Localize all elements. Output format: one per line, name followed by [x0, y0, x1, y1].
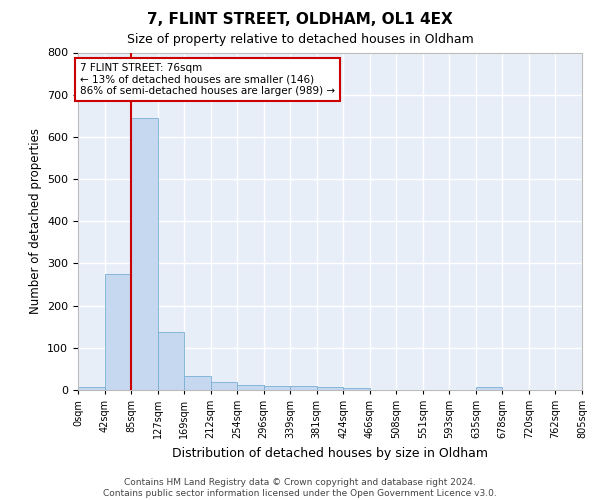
- Bar: [211, 382, 237, 390]
- Text: 7 FLINT STREET: 76sqm
← 13% of detached houses are smaller (146)
86% of semi-det: 7 FLINT STREET: 76sqm ← 13% of detached …: [80, 63, 335, 96]
- Bar: [104, 274, 131, 390]
- Bar: [317, 386, 343, 390]
- Y-axis label: Number of detached properties: Number of detached properties: [29, 128, 41, 314]
- Bar: [263, 386, 290, 390]
- X-axis label: Distribution of detached houses by size in Oldham: Distribution of detached houses by size …: [172, 446, 488, 460]
- Bar: [158, 332, 184, 390]
- Bar: [476, 388, 502, 390]
- Bar: [343, 388, 370, 390]
- Bar: [237, 385, 263, 390]
- Bar: [184, 376, 211, 390]
- Bar: [131, 118, 158, 390]
- Text: Contains HM Land Registry data © Crown copyright and database right 2024.
Contai: Contains HM Land Registry data © Crown c…: [103, 478, 497, 498]
- Bar: [290, 386, 317, 390]
- Text: Size of property relative to detached houses in Oldham: Size of property relative to detached ho…: [127, 32, 473, 46]
- Text: 7, FLINT STREET, OLDHAM, OL1 4EX: 7, FLINT STREET, OLDHAM, OL1 4EX: [147, 12, 453, 28]
- Bar: [78, 386, 104, 390]
